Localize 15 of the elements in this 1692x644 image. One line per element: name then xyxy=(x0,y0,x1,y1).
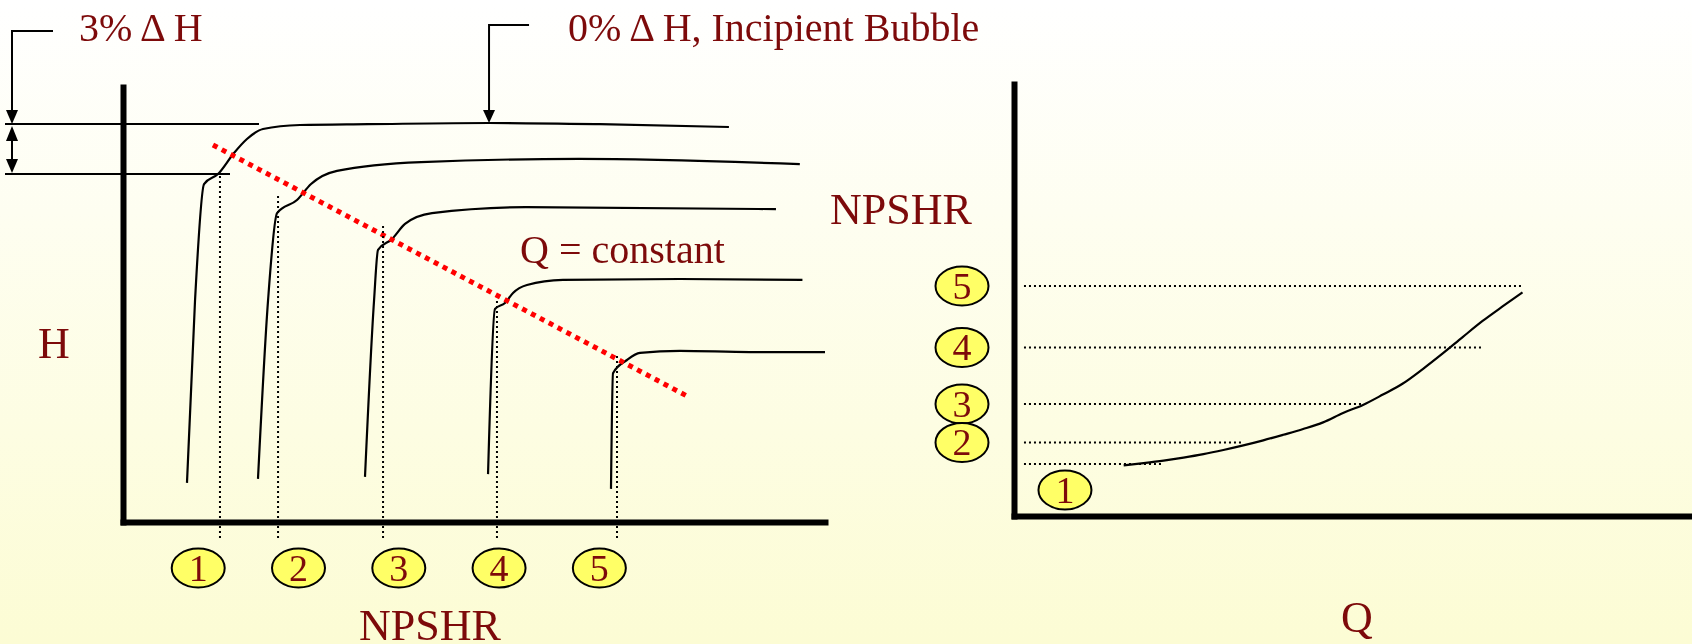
annotation: 0% Δ H, Incipient Bubble xyxy=(568,5,980,50)
x-tick-label: 5 xyxy=(589,547,609,589)
y-axis-title: NPSHR xyxy=(830,185,973,234)
legend-label: 4 xyxy=(952,326,972,369)
annotation: Q = constant xyxy=(520,227,725,272)
y-axis-title: H xyxy=(38,319,70,368)
x-tick-label: 4 xyxy=(489,547,509,589)
x-tick-label: 3 xyxy=(389,547,409,589)
series-label: 5 xyxy=(952,265,972,307)
x-axis-title: Q xyxy=(1341,593,1374,642)
x-axis-title: NPSHR xyxy=(359,601,502,644)
text: 3% Δ H xyxy=(79,5,203,50)
x-tick-label: 2 xyxy=(289,547,308,589)
series-label: 1 xyxy=(1055,469,1075,512)
x-tick-label: 1 xyxy=(188,547,208,589)
